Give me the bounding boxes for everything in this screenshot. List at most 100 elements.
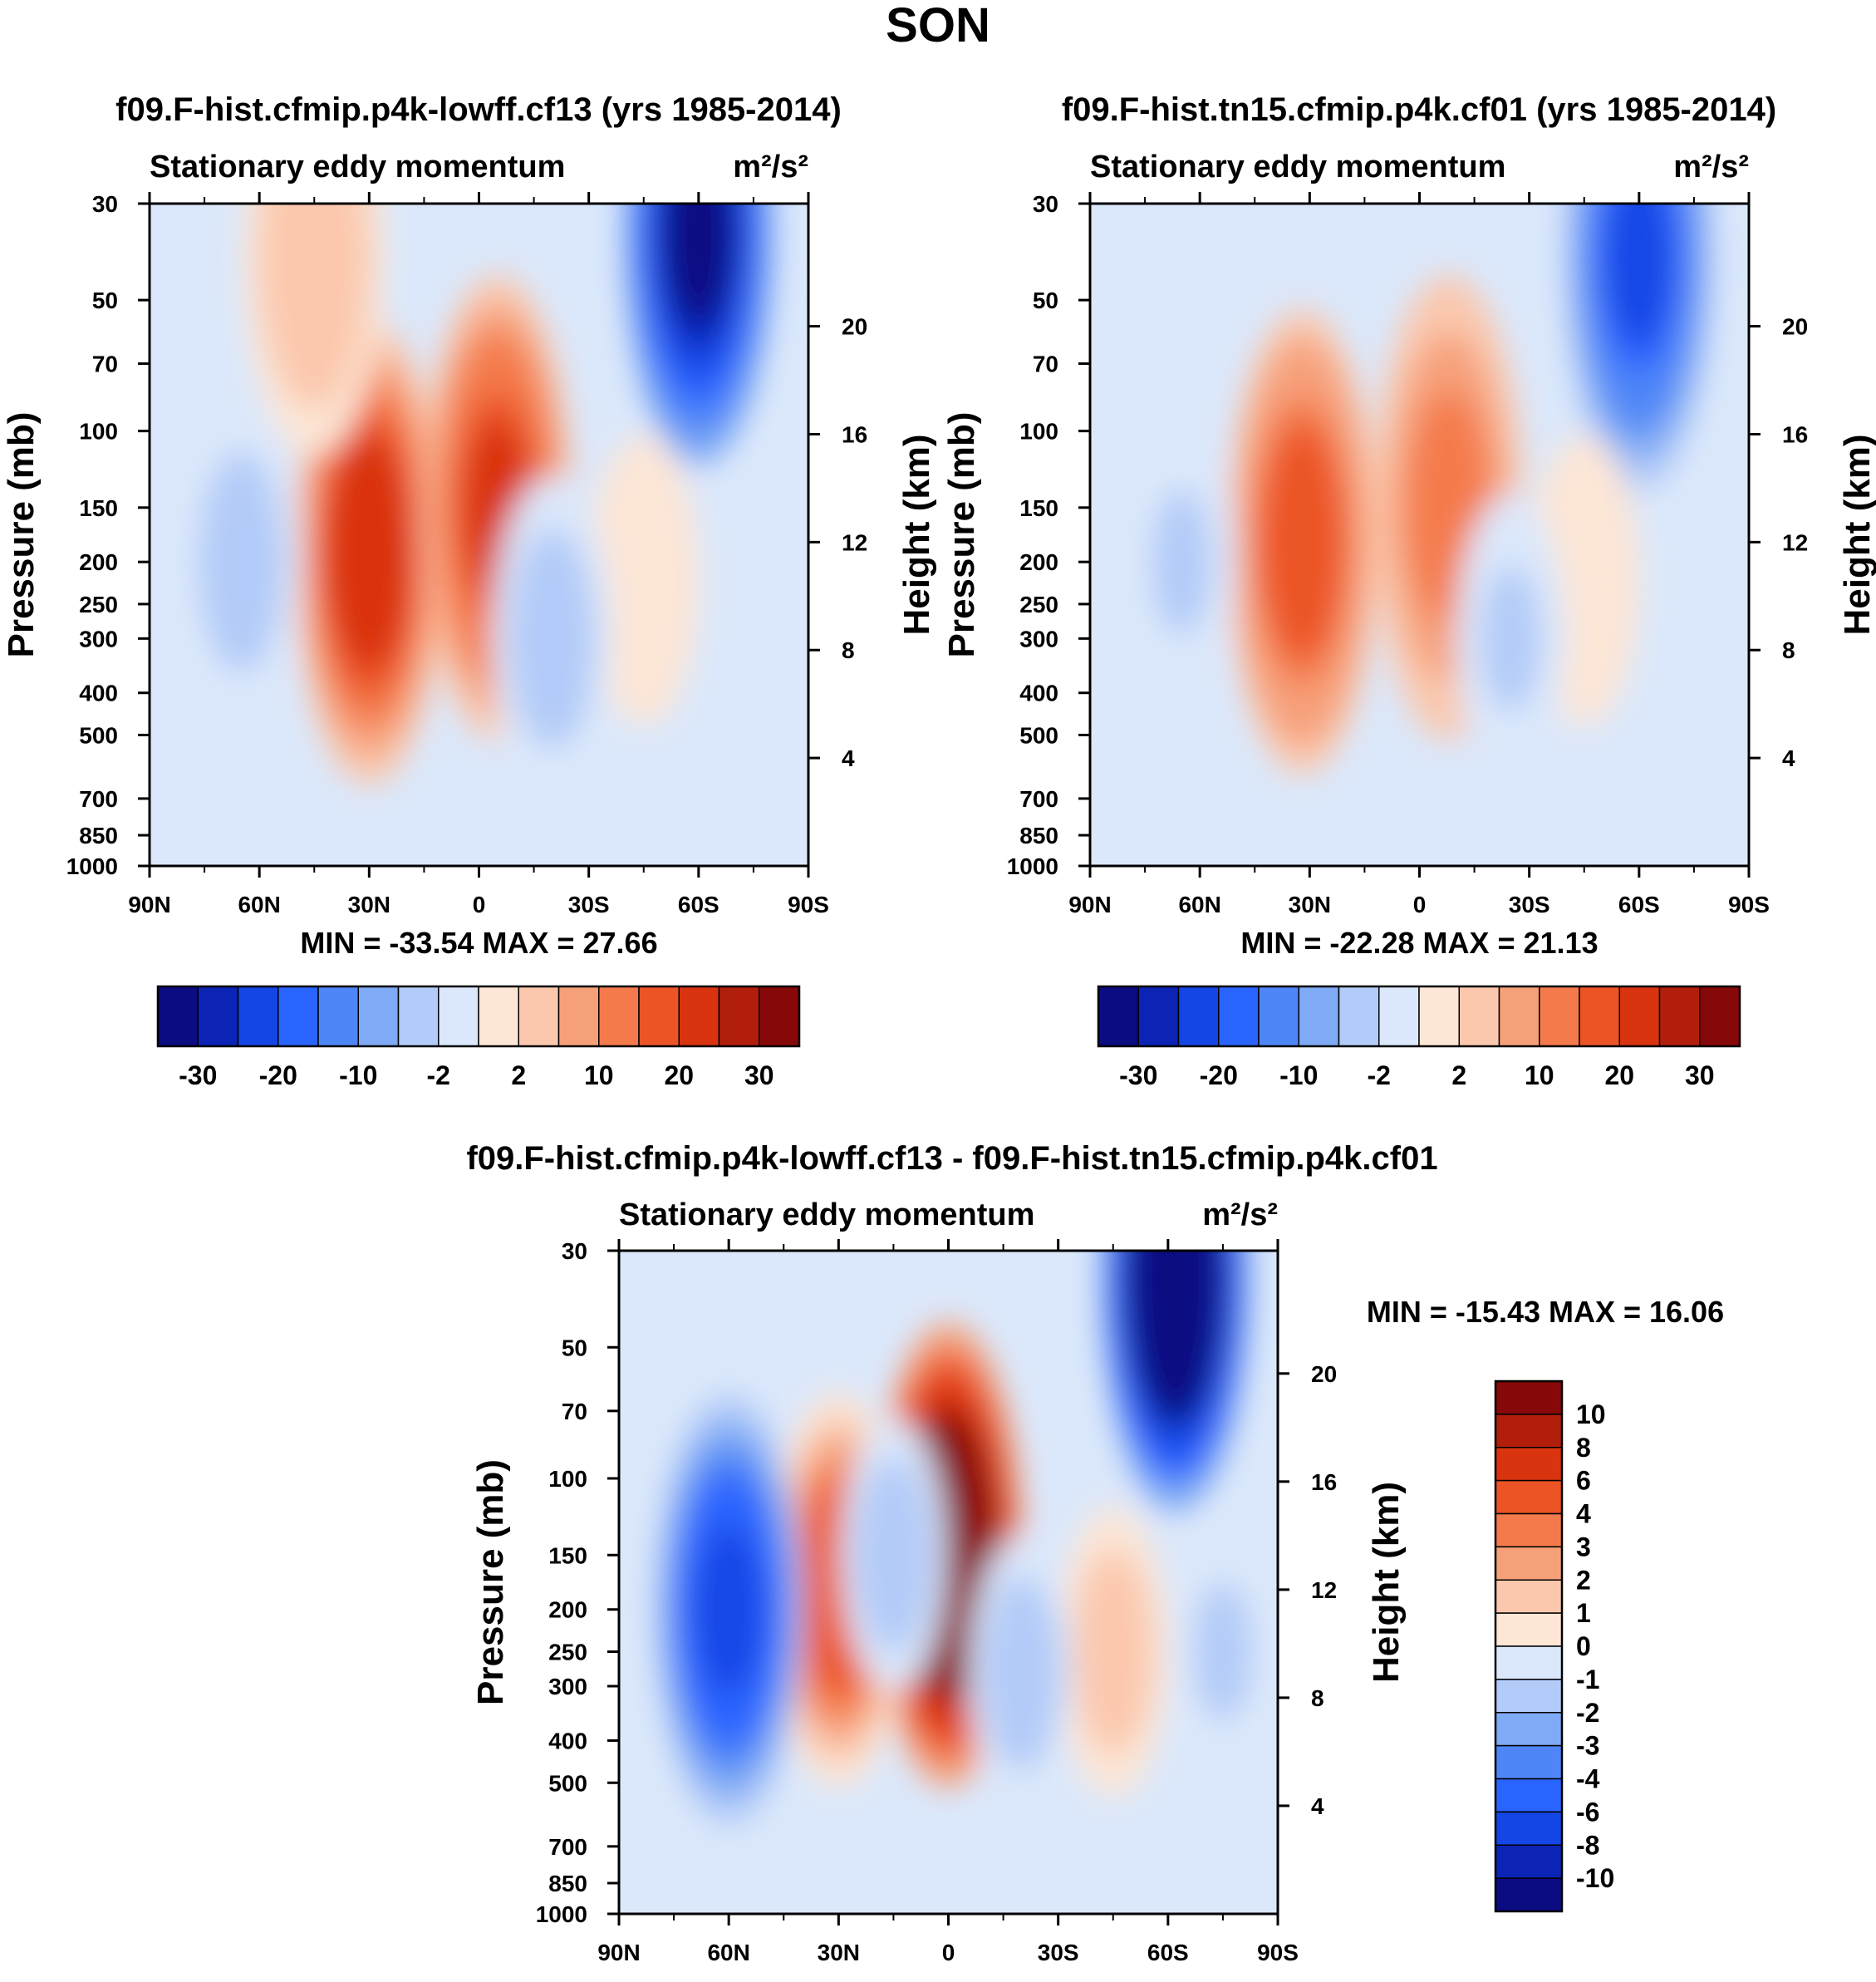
colorbar-box [1495, 1380, 1563, 1415]
y-tick-label: 850 [548, 1871, 587, 1896]
colorbar-box [197, 986, 239, 1047]
colorbar-label: 4 [1576, 1499, 1591, 1529]
y-right-tick-label: 20 [842, 314, 867, 340]
y-tick-label: 30 [562, 1238, 587, 1264]
x-tick-label: 60N [1178, 892, 1220, 917]
field-contour [1415, 420, 1482, 595]
colorbar-box [237, 986, 279, 1047]
x-tick-label: 30S [1509, 892, 1550, 917]
x-tick-label: 60N [238, 892, 280, 917]
colorbar-box [1495, 1877, 1563, 1912]
y-tick-label: 150 [1019, 495, 1058, 521]
y-tick-label: 300 [548, 1674, 587, 1699]
y-tick-label: 250 [79, 592, 118, 617]
field-contour [210, 486, 273, 638]
x-tick-label: 90N [1068, 892, 1111, 917]
field-contour [1269, 455, 1336, 630]
stats-label: MIN = -33.54 MAX = 27.66 [300, 926, 657, 960]
y-right-tick-label: 8 [1782, 637, 1795, 663]
x-tick-label: 90N [128, 892, 170, 917]
y-right-tick-label: 4 [842, 745, 855, 771]
colorbar-box [1495, 1744, 1563, 1780]
y-tick-label: 850 [1019, 823, 1058, 848]
panel-units: m²/s² [1673, 150, 1749, 184]
colorbar-box [478, 986, 519, 1047]
field-blur [1127, 204, 1714, 784]
colorbar-box [1495, 1512, 1563, 1548]
y-tick-label: 300 [1019, 626, 1058, 652]
y-right-tick-label: 12 [842, 529, 867, 555]
colorbar-label: 10 [584, 1060, 614, 1090]
colorbar-label: 2 [1576, 1565, 1591, 1595]
x-tick-label: 90N [597, 1940, 640, 1965]
field-blur [181, 204, 773, 802]
y-axis-title: Pressure (mb) [941, 412, 982, 658]
y-tick-label: 250 [548, 1640, 587, 1665]
field-contour [1481, 565, 1541, 711]
field-contour [1152, 489, 1212, 635]
colorbar-label: -30 [179, 1060, 217, 1090]
colorbar-box [1699, 986, 1741, 1047]
panel-top-left: f09.F-hist.cfmip.p4k-lowff.cf13 (yrs 198… [1, 91, 937, 1090]
panel-top-right: f09.F-hist.tn15.cfmip.p4k.cf01 (yrs 1985… [941, 91, 1876, 1090]
colorbar-box [1658, 986, 1701, 1047]
colorbar-label: -6 [1576, 1797, 1599, 1827]
y-tick-label: 100 [1019, 419, 1058, 445]
colorbar-label: 6 [1576, 1466, 1591, 1496]
panel-title: f09.F-hist.cfmip.p4k-lowff.cf13 - f09.F-… [466, 1140, 1437, 1177]
panel-units: m²/s² [1202, 1198, 1278, 1232]
colorbar-box [1618, 986, 1661, 1047]
y-axis-title: Pressure (mb) [470, 1459, 511, 1705]
y-tick-label: 200 [79, 549, 118, 575]
field-contour [282, 204, 347, 340]
field-layer [654, 1251, 1273, 1825]
y-tick-label: 700 [1019, 786, 1058, 812]
colorbar-box [1495, 1811, 1563, 1846]
y-tick-label: 500 [548, 1770, 587, 1796]
field-contour [521, 563, 583, 715]
field-contour [1083, 1579, 1143, 1725]
colorbar-label: -10 [1576, 1863, 1614, 1893]
x-tick-label: 90S [1257, 1940, 1299, 1965]
y-right-tick-label: 20 [1311, 1361, 1337, 1387]
y-tick-label: 30 [1033, 191, 1058, 217]
y-right-tick-label: 16 [842, 421, 867, 447]
y-tick-label: 700 [79, 786, 118, 812]
x-tick-label: 0 [1413, 892, 1427, 917]
field-contour [695, 1525, 763, 1694]
field-contour [1193, 1581, 1252, 1722]
y-tick-label: 500 [1019, 722, 1058, 748]
colorbar-label: -20 [259, 1060, 297, 1090]
colorbar-box [518, 986, 560, 1047]
colorbar-box [1378, 986, 1420, 1047]
y-axis-right-title: Height (km) [1837, 435, 1876, 636]
field-contour [1605, 204, 1672, 346]
y-tick-label: 1000 [66, 853, 118, 879]
x-tick-label: 60S [678, 892, 719, 917]
colorbar-label: 0 [1576, 1631, 1591, 1661]
colorbar-box [678, 986, 720, 1047]
y-tick-label: 500 [79, 722, 118, 748]
colorbar-box [718, 986, 760, 1047]
colorbar-box [1298, 986, 1340, 1047]
colorbar-box [1495, 1778, 1563, 1813]
y-tick-label: 50 [1033, 288, 1058, 313]
y-tick-label: 1000 [1007, 853, 1058, 879]
y-axis-right-title: Height (km) [896, 435, 937, 636]
colorbar-label: -1 [1576, 1665, 1599, 1694]
colorbar-box [1495, 1447, 1563, 1482]
colorbar-box [438, 986, 479, 1047]
panel-title: f09.F-hist.tn15.cfmip.p4k.cf01 (yrs 1985… [1062, 91, 1776, 128]
colorbar-box [1218, 986, 1260, 1047]
colorbar-box [557, 986, 600, 1047]
panel-title: f09.F-hist.cfmip.p4k-lowff.cf13 (yrs 198… [115, 91, 842, 128]
field-contour [665, 204, 732, 321]
field-contour [992, 1601, 1052, 1745]
y-right-tick-label: 4 [1311, 1793, 1324, 1819]
y-tick-label: 400 [548, 1728, 587, 1753]
colorbar-box [759, 986, 800, 1047]
y-tick-label: 50 [562, 1335, 587, 1360]
colorbar-label: -2 [1576, 1698, 1599, 1728]
y-tick-label: 150 [548, 1542, 587, 1568]
